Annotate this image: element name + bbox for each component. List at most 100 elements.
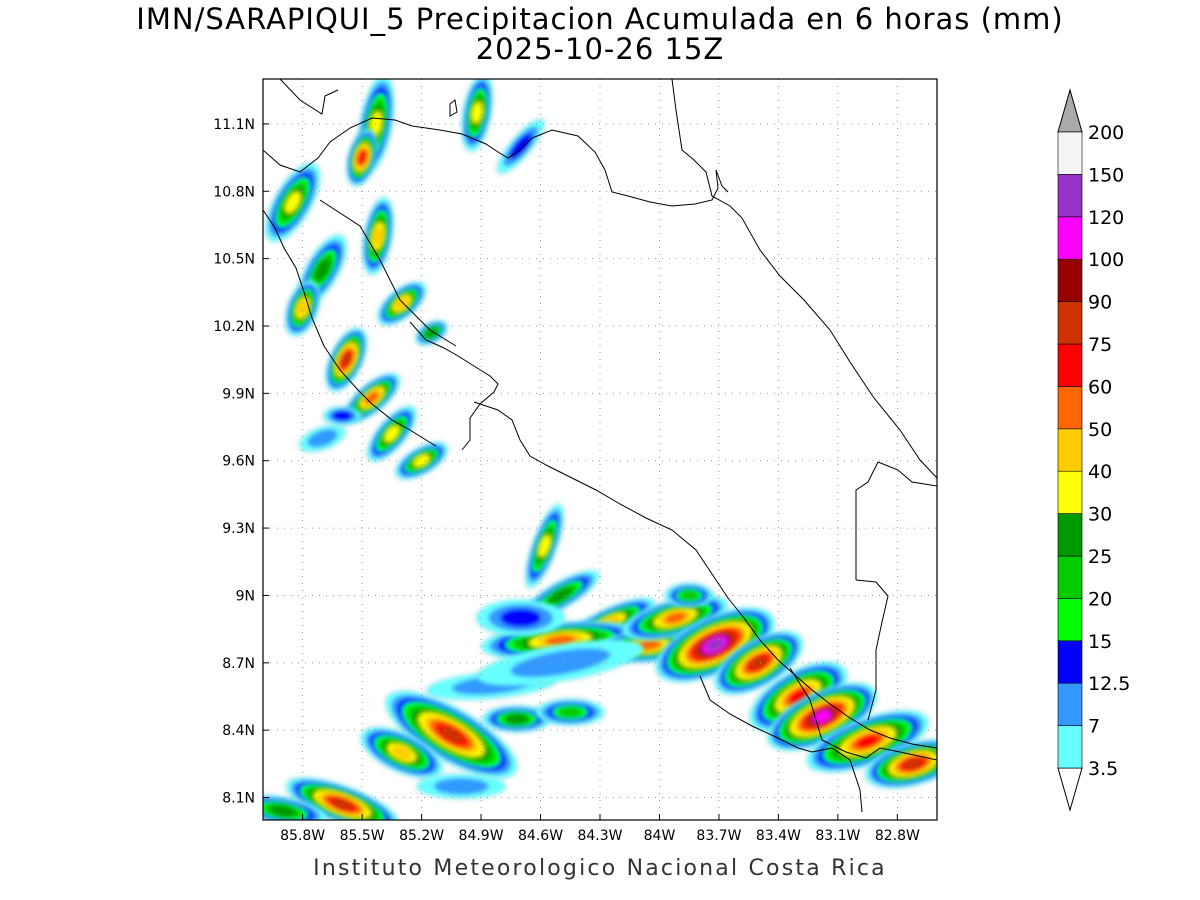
colorbar-over-triangle bbox=[1057, 88, 1083, 133]
rain-contour-edge bbox=[414, 319, 449, 347]
rain-cell bbox=[384, 690, 518, 780]
rain-contour-edge bbox=[415, 773, 507, 800]
rain-cell bbox=[476, 638, 645, 687]
longitude-axis: 85.8W 85.5W 85.2W 84.9W 84.6W 84.3W 84W 83.7W 83… bbox=[280, 814, 920, 844]
rain-contour-edge bbox=[298, 423, 347, 453]
rain-cell bbox=[663, 582, 715, 609]
colorbar-label: 40 bbox=[1088, 461, 1112, 483]
colorbar-label: 15 bbox=[1088, 631, 1112, 653]
colorbar-label: 75 bbox=[1088, 334, 1112, 356]
rain-contour bbox=[372, 226, 384, 246]
rain-cell bbox=[713, 630, 804, 696]
rain-contour bbox=[314, 259, 331, 281]
rain-contour bbox=[510, 648, 611, 678]
rain-contour bbox=[357, 150, 367, 165]
rain-contour bbox=[638, 639, 661, 651]
rain-contour-edge bbox=[376, 280, 427, 327]
x-tick-label: 83.7W bbox=[696, 828, 741, 844]
rain-cell bbox=[748, 660, 848, 733]
rain-contour bbox=[812, 710, 832, 724]
y-tick-label: 8.1N bbox=[222, 791, 255, 807]
rain-cell bbox=[264, 162, 321, 243]
y-tick-label: 8.4N bbox=[222, 723, 255, 739]
y-tick-label: 9N bbox=[236, 588, 255, 604]
colorbar-label: 60 bbox=[1088, 376, 1112, 398]
rain-cell bbox=[284, 279, 322, 338]
x-tick-label: 84W bbox=[644, 828, 676, 844]
colorbar-swatch bbox=[1057, 640, 1083, 684]
lat-lon-grid bbox=[263, 79, 937, 820]
x-tick-label: 83.4W bbox=[756, 828, 801, 844]
rain-cell bbox=[414, 319, 449, 347]
rain-contour bbox=[545, 634, 576, 646]
rain-contour-edge bbox=[475, 598, 567, 638]
rain-cell bbox=[864, 738, 937, 790]
colorbar-legend: 3.5 7 12.5 15 20 25 30 40 50 60 75 90 100 120 150 200 bbox=[1057, 88, 1130, 812]
rain-contour bbox=[856, 734, 880, 749]
colorbar-swatch bbox=[1057, 386, 1083, 430]
y-tick-label: 9.6N bbox=[222, 454, 255, 470]
rain-contour bbox=[680, 590, 699, 601]
y-tick-label: 9.3N bbox=[222, 521, 255, 537]
rain-contour-edge bbox=[263, 794, 328, 820]
rain-contour bbox=[285, 192, 301, 213]
colorbar-label: 20 bbox=[1088, 588, 1112, 610]
rain-contour-edge bbox=[359, 726, 444, 780]
y-tick-label: 10.8N bbox=[213, 184, 255, 200]
rain-cell bbox=[415, 773, 507, 800]
rain-contour bbox=[297, 300, 309, 316]
rain-cell bbox=[766, 681, 878, 752]
rain-contour bbox=[705, 638, 725, 652]
colorbar-label: 30 bbox=[1088, 504, 1112, 526]
rain-cell bbox=[285, 776, 400, 820]
x-tick-label: 85.2W bbox=[399, 828, 444, 844]
rain-contour bbox=[413, 454, 430, 467]
rain-cell bbox=[345, 128, 379, 188]
rain-cell bbox=[298, 423, 347, 453]
rain-contour bbox=[394, 297, 409, 310]
colorbar-swatch bbox=[1057, 513, 1083, 557]
rain-contour bbox=[506, 713, 528, 725]
rain-contour bbox=[332, 798, 353, 811]
rain-contour bbox=[307, 429, 338, 448]
map-subtitle-date: 2025-10-26 15Z bbox=[475, 32, 725, 66]
rain-cell bbox=[496, 118, 546, 175]
colorbar-swatch bbox=[1057, 682, 1083, 726]
rain-contour-edge bbox=[394, 441, 449, 481]
rain-contour-edge bbox=[460, 79, 494, 153]
rain-cell bbox=[394, 441, 449, 481]
rain-contour bbox=[332, 410, 353, 422]
colorbar-swatch bbox=[1057, 428, 1083, 472]
rain-contour-edge bbox=[285, 776, 400, 820]
colorbar-label: 25 bbox=[1088, 546, 1112, 568]
colorbar-swatch bbox=[1057, 216, 1083, 260]
colorbar-label: 90 bbox=[1088, 292, 1112, 314]
rain-contour-edge bbox=[366, 404, 418, 463]
rain-cell bbox=[524, 503, 565, 589]
rain-contour bbox=[433, 778, 489, 795]
colorbar-label: 100 bbox=[1088, 249, 1124, 271]
rain-contour bbox=[558, 706, 583, 718]
y-tick-label: 10.2N bbox=[213, 319, 255, 335]
rain-cell bbox=[263, 794, 328, 820]
map-title: IMN/SARAPIQUI_5 Precipitacion Acumulada … bbox=[136, 2, 1064, 36]
rain-contour-edge bbox=[476, 638, 645, 687]
rain-cell bbox=[359, 726, 444, 780]
rain-cell bbox=[321, 405, 363, 427]
y-tick-label: 11.1N bbox=[213, 117, 255, 133]
rain-contour bbox=[384, 425, 400, 442]
rain-contour-edge bbox=[284, 279, 322, 338]
colorbar-label: 200 bbox=[1088, 122, 1124, 144]
y-tick-label: 10.5N bbox=[213, 252, 255, 268]
rain-cell bbox=[805, 709, 930, 774]
colorbar-swatch bbox=[1057, 598, 1083, 642]
rain-contour-edge bbox=[663, 582, 715, 609]
colorbar-label: 3.5 bbox=[1088, 758, 1118, 780]
colorbar-label: 50 bbox=[1088, 419, 1112, 441]
rain-cell bbox=[475, 598, 567, 638]
rain-cell bbox=[460, 79, 494, 153]
rain-cell bbox=[376, 280, 427, 327]
coastline-and-borders bbox=[263, 79, 937, 813]
rain-contour bbox=[340, 352, 352, 367]
